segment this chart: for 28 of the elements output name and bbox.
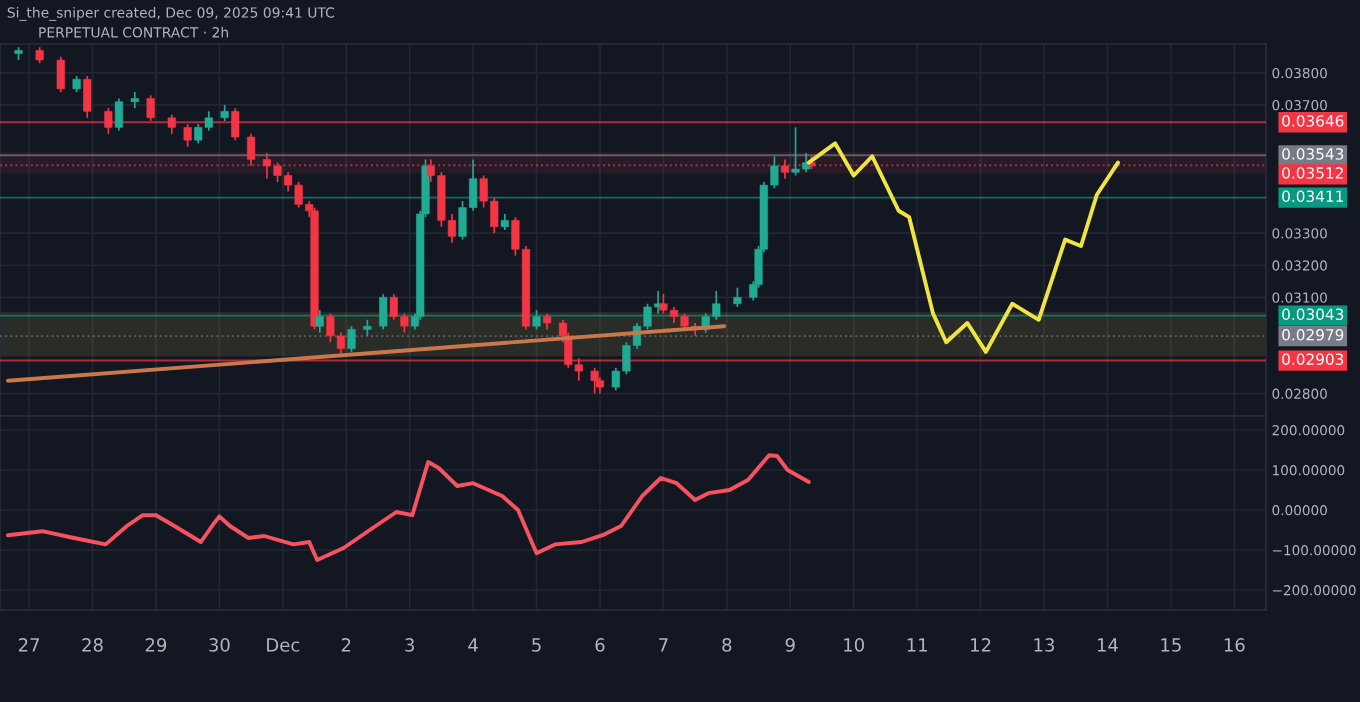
x-tick-label: 15	[1161, 638, 1181, 652]
x-tick-label: 14	[1097, 638, 1118, 652]
x-tick-label: 7	[659, 638, 668, 652]
line-series	[5, 453, 811, 562]
candlestick	[379, 293, 388, 331]
x-tick-label: 16	[1224, 638, 1245, 652]
candlestick	[532, 309, 541, 331]
x-tick-label: 11	[907, 638, 927, 652]
x-tick-label: 13	[1034, 638, 1055, 652]
x-tick-label: 30	[209, 638, 230, 652]
x-tick-label: 12	[971, 638, 991, 652]
x-tick-label: 28	[82, 638, 103, 652]
x-tick-label: 8	[722, 638, 732, 652]
candlestick	[733, 286, 742, 308]
candlestick	[56, 55, 65, 93]
x-tick-label: 6	[595, 638, 605, 652]
candlestick	[114, 97, 124, 132]
candlestick	[315, 309, 324, 334]
x-tick-label: 10	[844, 638, 864, 652]
x-tick-label: 2	[341, 638, 351, 652]
x-tick-label: 29	[145, 638, 167, 652]
x-tick-label: 5	[532, 638, 541, 652]
x-tick-label: 27	[18, 638, 40, 652]
x-tick-label: 4	[468, 638, 478, 652]
candlestick	[347, 325, 356, 353]
x-tick-label: 3	[405, 638, 414, 652]
x-tick-label: 9	[785, 638, 795, 652]
x-tick-label: Dec	[267, 638, 300, 652]
